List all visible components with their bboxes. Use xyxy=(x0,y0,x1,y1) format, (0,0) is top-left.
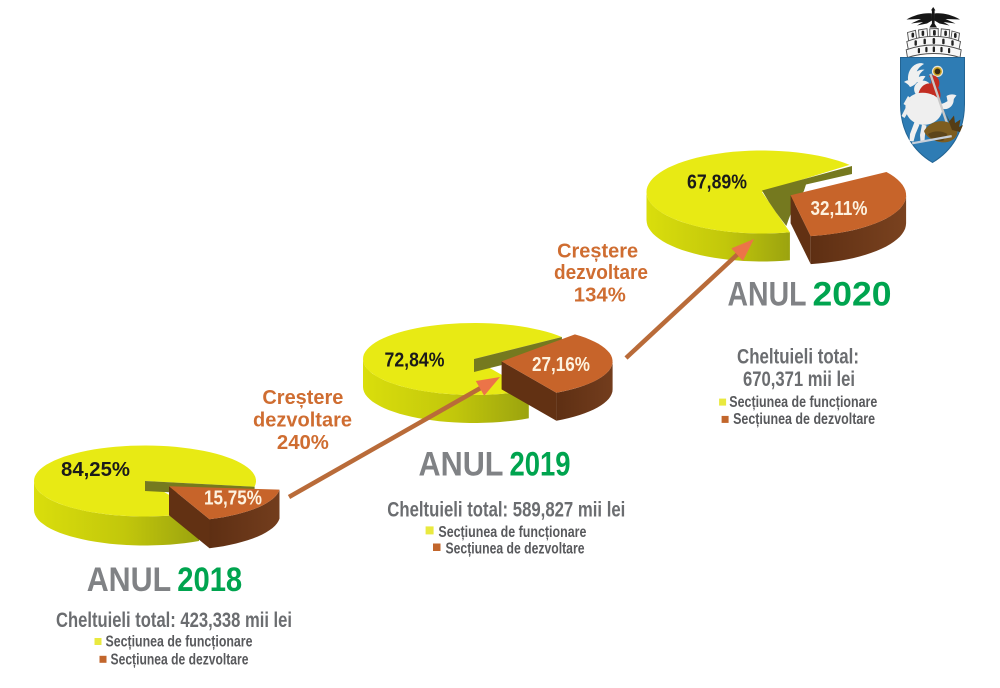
svg-text:2020: 2020 xyxy=(813,275,892,313)
svg-text:Cheltuieli total: 423,338 mii: Cheltuieli total: 423,338 mii lei xyxy=(56,608,292,632)
svg-text:ANUL: ANUL xyxy=(87,561,172,599)
svg-text:2018: 2018 xyxy=(177,561,242,599)
svg-text:32,11%: 32,11% xyxy=(811,198,868,220)
svg-text:67,89%: 67,89% xyxy=(687,171,747,193)
svg-text:dezvoltare: dezvoltare xyxy=(253,410,352,432)
svg-text:ANUL: ANUL xyxy=(728,275,807,313)
svg-text:15,75%: 15,75% xyxy=(204,487,262,509)
svg-text:dezvoltare: dezvoltare xyxy=(554,262,648,284)
svg-text:670,371 mii lei: 670,371 mii lei xyxy=(743,367,855,391)
svg-text:240%: 240% xyxy=(277,432,329,454)
svg-text:Creștere: Creștere xyxy=(262,387,343,409)
svg-text:ANUL: ANUL xyxy=(419,445,504,483)
svg-text:27,16%: 27,16% xyxy=(532,354,590,376)
svg-text:72,84%: 72,84% xyxy=(385,349,445,371)
svg-text:Creștere: Creștere xyxy=(557,241,638,263)
svg-text:134%: 134% xyxy=(574,285,626,307)
svg-text:84,25%: 84,25% xyxy=(61,459,130,481)
svg-text:Secțiunea de funcționare: Secțiunea de funcționare xyxy=(106,633,253,650)
svg-text:2019: 2019 xyxy=(510,445,571,483)
svg-text:Secțiunea de funcționare: Secțiunea de funcționare xyxy=(438,524,586,541)
svg-text:Secțiunea de dezvoltare: Secțiunea de dezvoltare xyxy=(446,541,585,558)
svg-text:Secțiunea de dezvoltare: Secțiunea de dezvoltare xyxy=(111,651,249,668)
svg-text:Cheltuieli total:: Cheltuieli total: xyxy=(737,345,859,369)
svg-text:Secțiunea de dezvoltare: Secțiunea de dezvoltare xyxy=(733,411,875,428)
svg-text:Secțiunea de funcționare: Secțiunea de funcționare xyxy=(729,394,877,411)
svg-text:Cheltuieli total: 589,827 mii: Cheltuieli total: 589,827 mii lei xyxy=(387,498,625,522)
